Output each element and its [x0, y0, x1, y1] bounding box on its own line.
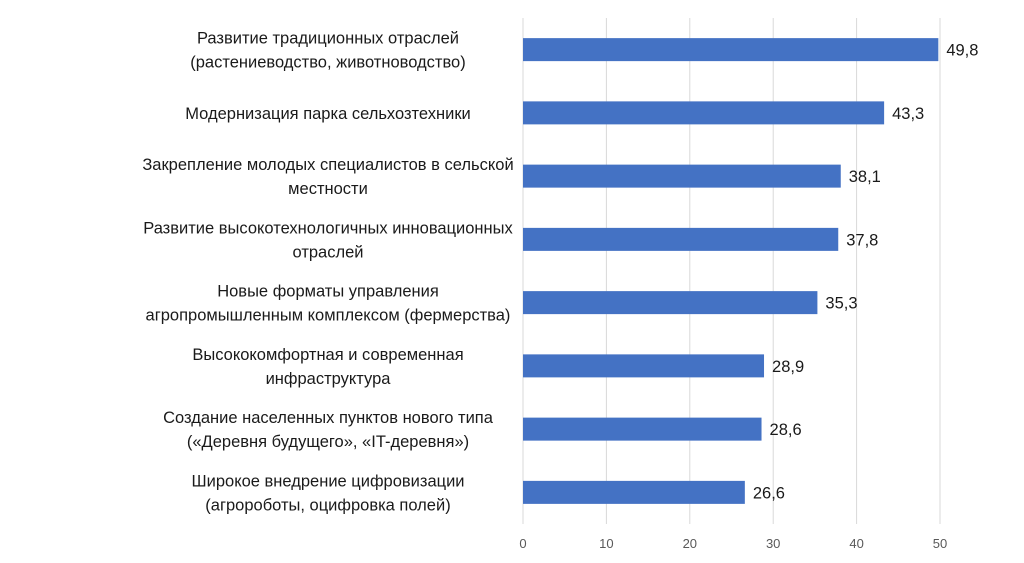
x-tick-label: 20 [683, 536, 697, 551]
value-label: 49,8 [946, 42, 978, 60]
value-label: 26,6 [753, 484, 785, 502]
category-label: Новые форматы управления агропромышленным… [146, 283, 511, 325]
x-tick-label: 40 [849, 536, 863, 551]
category-label: Развитие высокотехнологичных инновационн… [143, 219, 513, 261]
category-label-line: Создание населенных пунктов нового типа [163, 409, 494, 427]
bar [523, 480, 745, 504]
category-label-line: Новые форматы управления [217, 283, 439, 301]
bar [523, 291, 818, 315]
value-labels: 49,8 43,3 38,1 37,8 35,3 28,9 28,6 26,6 [753, 42, 979, 503]
category-label-line: Развитие высокотехнологичных инновационн… [143, 219, 513, 237]
category-label: Широкое внедрение цифровизации (агроробот… [192, 472, 465, 514]
category-label-line: Широкое внедрение цифровизации [192, 472, 465, 490]
value-label: 37,8 [846, 231, 878, 249]
bar [523, 164, 841, 188]
category-label-line: отраслей [293, 243, 364, 261]
category-label: Создание населенных пунктов нового типа (… [163, 409, 494, 451]
bars [523, 38, 939, 504]
bar [523, 354, 765, 378]
value-label: 28,9 [772, 358, 804, 376]
category-label: Развитие традиционных отраслей (растениев… [190, 30, 465, 72]
x-tick-label: 0 [519, 536, 526, 551]
category-label-line: инфраструктура [266, 370, 392, 388]
value-label: 38,1 [849, 168, 881, 186]
category-label-line: («Деревня будущего», «IT-деревня») [187, 433, 469, 451]
category-label-line: (растениеводство, животноводство) [190, 54, 465, 72]
category-label-line: (агророботы, оцифровка полей) [205, 496, 450, 514]
bar [523, 38, 939, 62]
x-axis-ticks: 0 10 20 30 40 50 [519, 536, 947, 551]
gridlines [522, 18, 941, 524]
category-labels: Развитие традиционных отраслей (растениев… [142, 30, 513, 515]
x-tick-label: 10 [599, 536, 613, 551]
category-label-line: агропромышленным комплексом (фермерства) [146, 307, 511, 325]
value-label: 43,3 [892, 105, 924, 123]
category-label-line: Закрепление молодых специалистов в сельс… [142, 156, 513, 174]
category-label-line: Высококомфортная и современная [192, 346, 463, 364]
value-label: 28,6 [770, 421, 802, 439]
x-tick-label: 30 [766, 536, 780, 551]
category-label-line: местности [288, 180, 368, 198]
category-label: Закрепление молодых специалистов в сельс… [142, 156, 513, 198]
category-label: Высококомфортная и современная инфраструк… [192, 346, 463, 388]
bar [523, 101, 885, 125]
category-label-line: Развитие традиционных отраслей [197, 30, 459, 48]
bar [523, 417, 762, 441]
bar [523, 227, 839, 251]
category-label: Модернизация парка сельхозтехники [185, 105, 471, 123]
x-tick-label: 50 [933, 536, 947, 551]
category-label-line: Модернизация парка сельхозтехники [185, 105, 471, 123]
value-label: 35,3 [825, 295, 857, 313]
